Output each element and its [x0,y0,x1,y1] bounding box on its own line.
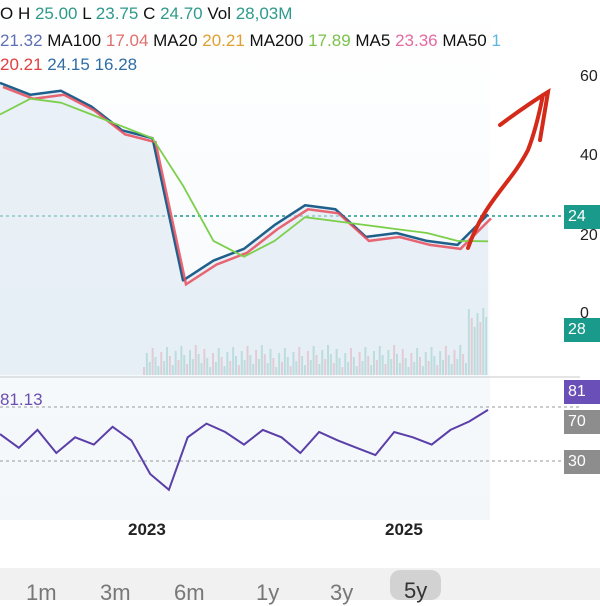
ohlc-value-1: 25.00 [34,4,78,23]
ma-key-3: MA200 [244,31,309,50]
rsi-30-badge: 30 [564,450,600,474]
y-axis-label-40: 40 [580,147,598,164]
y-axis-label-60: 60 [580,68,598,85]
ohlc-key-2: L [77,4,96,23]
ma5-line [2,85,492,287]
ohlc-key-3: C [138,4,161,23]
price-badge: 24 [564,205,600,229]
y-axis-label-20: 20 [580,227,598,244]
rsi-70-badge: 70 [564,410,600,434]
ma-value-3: 17.89 [308,31,351,50]
rsi-value-label: 81.13 [0,390,43,410]
band-value-2: 16.28 [94,55,138,74]
price-line [0,81,489,282]
ma-value-0: 21.32 [0,31,43,50]
volume-badge: 28 [564,318,600,342]
band-value-0: 20.21 [0,55,43,74]
tab-3y[interactable]: 3y [330,580,354,605]
x-axis-label-2023: 2023 [128,520,166,539]
tab-1m[interactable]: 1m [26,580,57,605]
rsi-value-text: 81.13 [0,390,43,409]
ohlc-key-0: O [0,4,14,23]
rsi-value-badge: 81 [564,380,600,404]
legend-row-ohlc: O H 25.00 L 23.75 C 24.70 Vol 28,03M [0,4,292,24]
ma-key-1: MA100 [42,31,106,50]
price-area [0,82,488,376]
tab-6m[interactable]: 6m [174,580,205,605]
ma-key-4: MA5 [350,31,396,50]
x-axis-label-2025: 2025 [385,520,423,539]
band-value-1: 24.15 [47,55,90,74]
ohlc-value-2: 23.75 [95,4,139,23]
ohlc-key-1: H [13,4,35,23]
tab-1y[interactable]: 1y [256,580,280,605]
tab-5y[interactable]: 5y [390,570,442,603]
ma-value-1: 17.04 [105,31,149,50]
ma-key-2: MA20 [148,31,203,50]
ma-key-5: MA50 [437,31,492,50]
legend-row-bands: 20.21 24.15 16.28 [0,55,137,75]
ma-line [0,97,489,258]
ohlc-key-4: Vol [202,4,236,23]
legend-row-ma: 21.32 MA100 17.04 MA20 20.21 MA200 17.89… [0,31,501,51]
tab-3m[interactable]: 3m [100,580,131,605]
ma-value-2: 20.21 [202,31,245,50]
ma-value-4: 23.36 [395,31,438,50]
y-axis-label-0: 0 [580,305,589,322]
ohlc-value-4: 28,03M [235,4,293,23]
timeframe-tabs: 1m 3m 6m 1y 3y 5y [0,568,600,605]
ohlc-value-3: 24.70 [160,4,203,23]
rsi-line [0,409,489,492]
annotation-arrow [466,87,551,250]
ma-value-5: 1 [491,31,501,50]
